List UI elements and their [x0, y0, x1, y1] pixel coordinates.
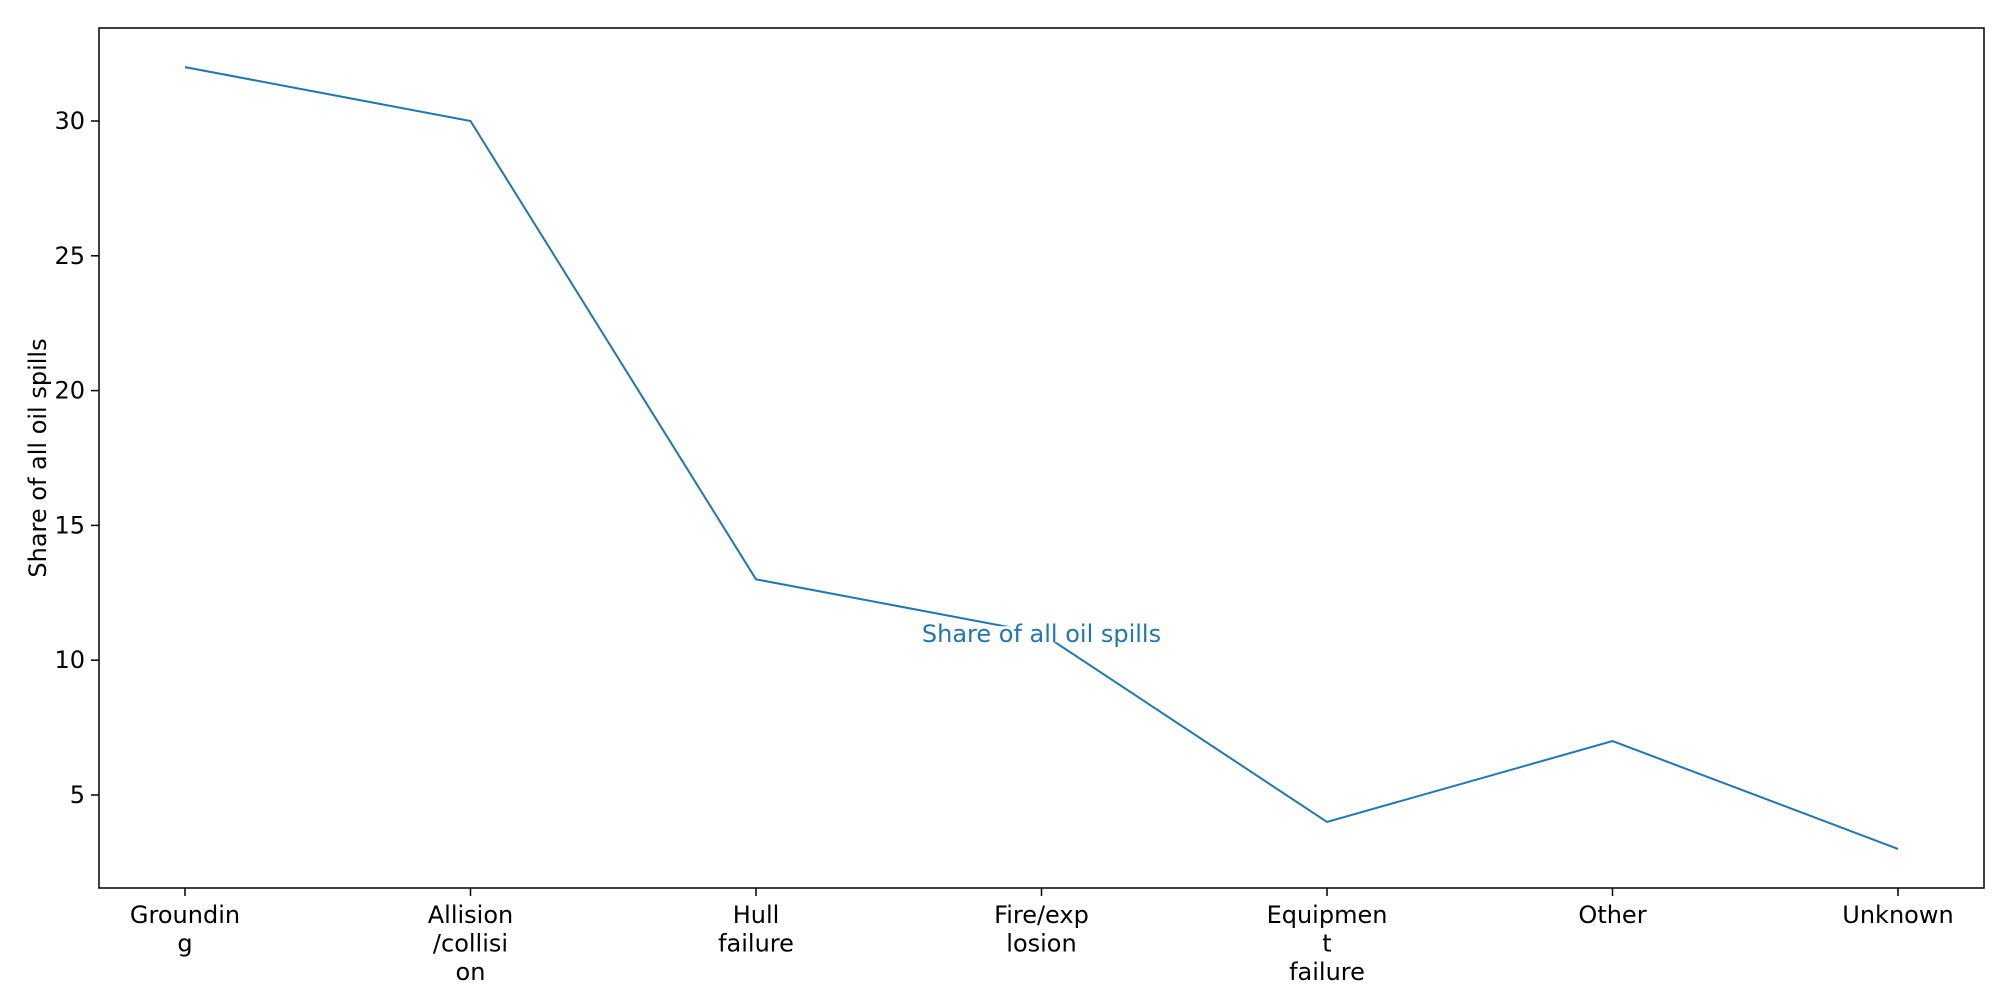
- x-tick-label: Unknown: [1842, 901, 1953, 929]
- x-tick-label-line: /collisi: [433, 930, 508, 958]
- x-tick-label-line: failure: [1289, 958, 1365, 986]
- x-tick-label: Allision/collisi on: [428, 901, 514, 986]
- x-tick-label: Hull failure: [718, 901, 794, 958]
- series-label: Share of all oil spills: [922, 620, 1161, 648]
- x-tick-label: Equipmen t failure: [1267, 901, 1388, 986]
- y-axis-label: Share of all oil spills: [24, 338, 52, 577]
- x-tick-label: Groundin g: [130, 901, 240, 958]
- y-tick-label: 25: [54, 242, 85, 270]
- y-tick-label: 20: [54, 377, 85, 405]
- x-tick-label-line: Other: [1578, 901, 1646, 929]
- x-tick-label-line: Groundin: [130, 901, 240, 929]
- y-tick-label: 10: [54, 646, 85, 674]
- x-tick-label-line: t: [1322, 930, 1331, 958]
- x-tick-label-line: Hull: [733, 901, 780, 929]
- x-tick-label-line: Allision: [428, 901, 514, 929]
- plot-area: [98, 27, 1985, 889]
- x-tick-label-line: Equipmen: [1267, 901, 1388, 929]
- x-tick-label-line: losion: [1006, 930, 1076, 958]
- x-tick-label-line: failure: [718, 930, 794, 958]
- y-tick-label: 15: [54, 511, 85, 539]
- x-tick-label: Other: [1578, 901, 1646, 929]
- x-tick-label: Fire/exp losion: [994, 901, 1089, 958]
- series-label-layer: Share of all oil spills: [919, 620, 1164, 648]
- x-tick-label-line: on: [456, 958, 486, 986]
- x-tick-label-line: Fire/exp: [994, 901, 1089, 929]
- y-axis: 5 10 15 20 25 30: [54, 107, 99, 809]
- series-label-background: [919, 626, 1164, 643]
- x-tick-label-line: g: [177, 930, 192, 958]
- y-tick-label: 5: [70, 781, 85, 809]
- x-tick-label-line: Unknown: [1842, 901, 1953, 929]
- y-tick-label: 30: [54, 107, 85, 135]
